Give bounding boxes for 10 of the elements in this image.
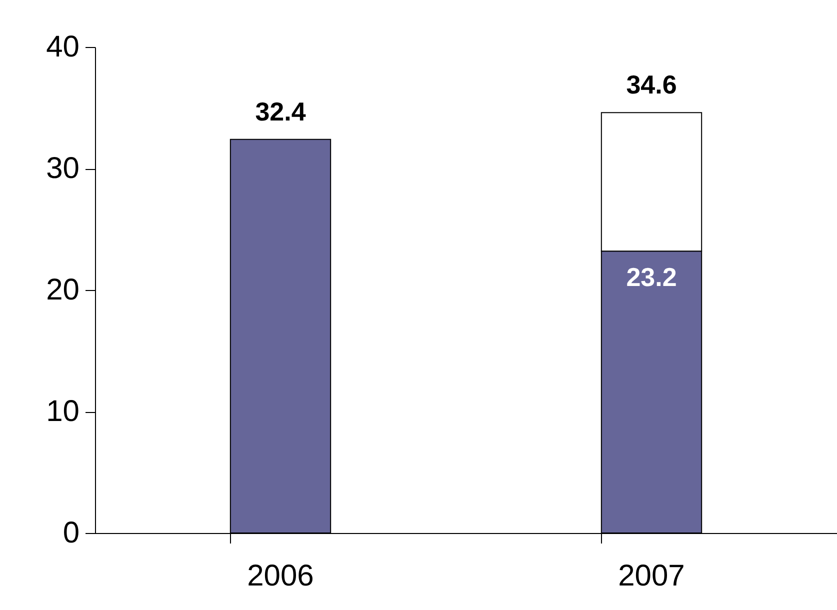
x-tick-label: 2007 bbox=[618, 560, 685, 592]
total-label: 34.6 bbox=[626, 70, 677, 100]
y-tick-label: 40 bbox=[46, 30, 80, 64]
total-label: 32.4 bbox=[255, 96, 306, 126]
y-tick-label: 0 bbox=[62, 516, 80, 550]
data-label: 23.2 bbox=[626, 262, 677, 292]
y-tick-label: 10 bbox=[46, 395, 80, 428]
x-tick-label: 2006 bbox=[247, 560, 314, 592]
y-tick-label: 30 bbox=[46, 152, 80, 185]
y-tick-label: 20 bbox=[46, 274, 80, 306]
